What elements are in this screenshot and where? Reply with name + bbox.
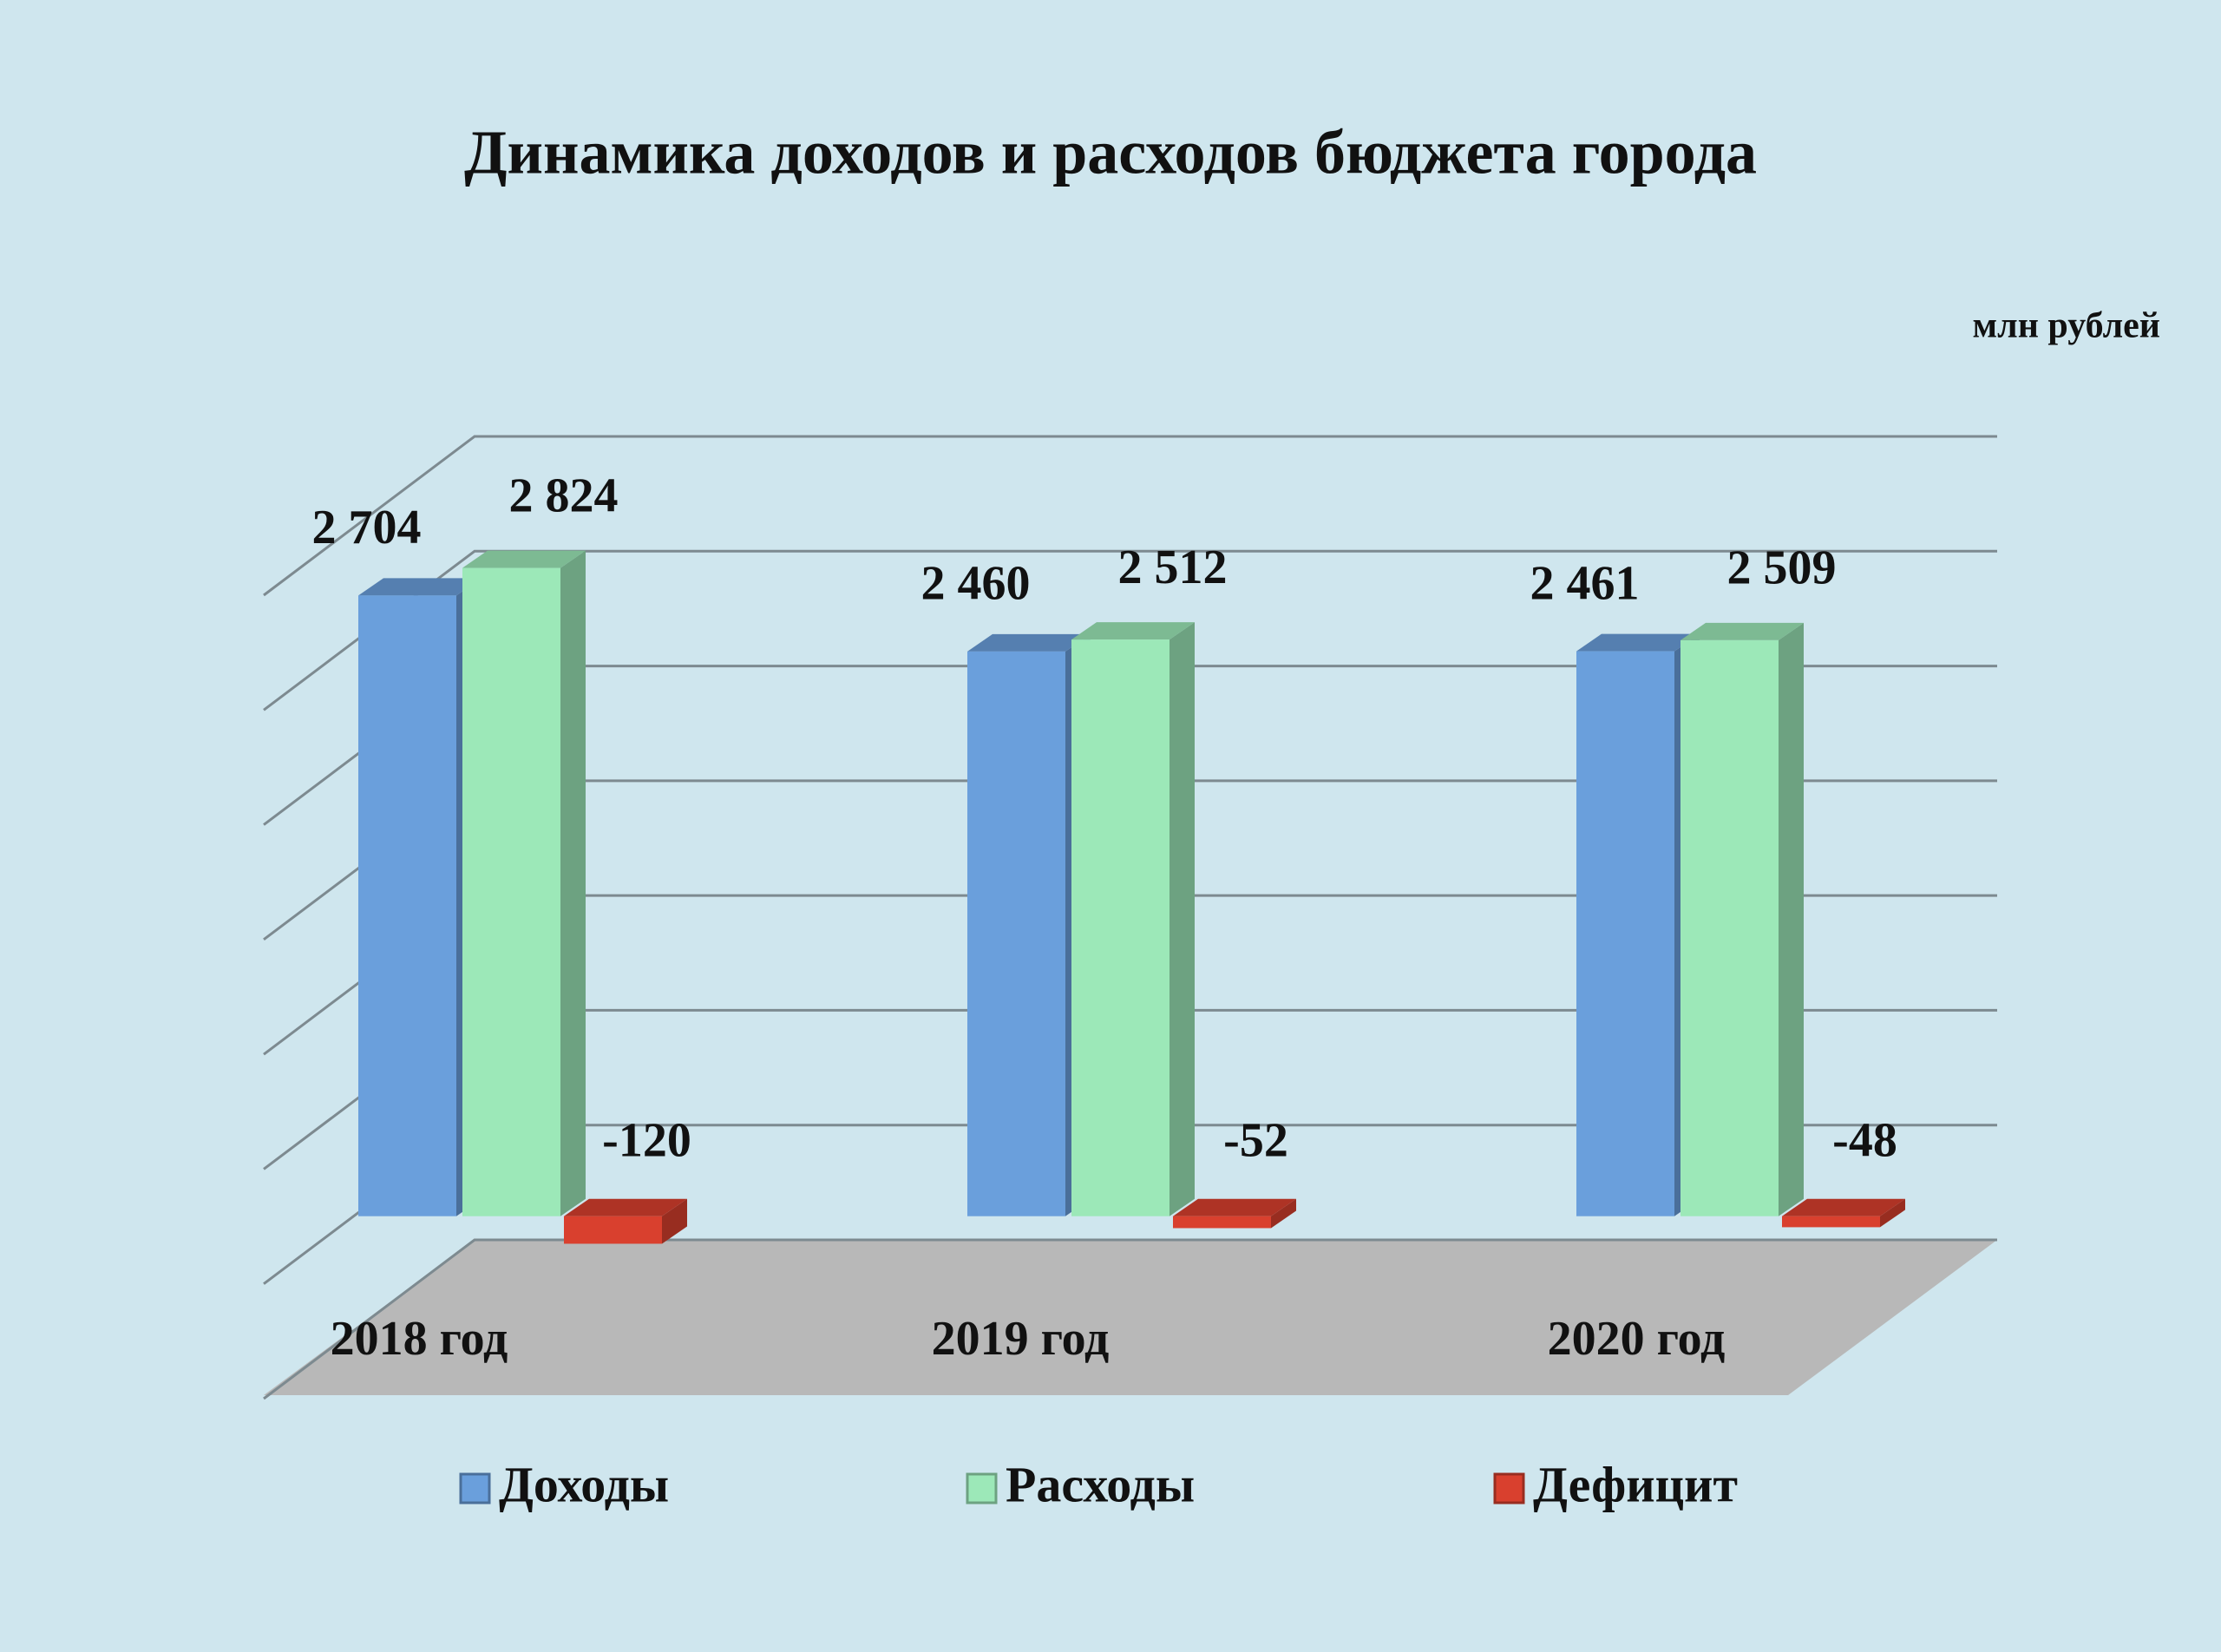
grid-line: [263, 549, 1997, 711]
value-label: -120: [602, 1114, 691, 1168]
bar: [1071, 639, 1169, 1216]
legend-label: Дефицит: [1533, 1456, 1738, 1512]
bar: [462, 567, 560, 1216]
bar: [358, 595, 456, 1216]
bar-side: [1880, 1198, 1905, 1228]
bar-side: [662, 1198, 687, 1244]
bar: [564, 1216, 662, 1244]
bar-top: [1680, 622, 1804, 640]
value-label: 2 460: [921, 557, 1031, 611]
bar-top: [1782, 1198, 1905, 1216]
bar: [1680, 639, 1779, 1216]
bar-top: [967, 633, 1091, 652]
legend-label: Расходы: [1006, 1456, 1195, 1512]
unit-label: млн рублей: [1973, 306, 2160, 346]
floor: [264, 1240, 1997, 1395]
chart-title: Динамика доходов и расходов бюджета горо…: [464, 118, 1757, 187]
legend-swatch: [966, 1472, 998, 1504]
value-label: 2 512: [1118, 541, 1228, 594]
bar-top: [1071, 622, 1195, 640]
x-tick-label: 2020 год: [1548, 1312, 1726, 1366]
bar-top: [462, 550, 586, 568]
x-tick-label: 2018 год: [331, 1312, 508, 1366]
bar: [967, 651, 1065, 1216]
bar-top: [1173, 1198, 1296, 1216]
legend-label: Доходы: [499, 1456, 669, 1512]
bar: [1782, 1216, 1880, 1228]
value-label: -52: [1223, 1114, 1288, 1168]
value-label: 2 824: [509, 469, 619, 522]
bar-top: [1576, 633, 1700, 652]
bar-side: [1169, 622, 1195, 1216]
x-tick-label: 2019 год: [932, 1312, 1110, 1366]
bar-side: [1779, 622, 1804, 1216]
bar-side: [1271, 1198, 1296, 1229]
value-label: 2 461: [1530, 556, 1640, 610]
value-label: 2 704: [312, 501, 422, 554]
value-label: -48: [1832, 1114, 1897, 1168]
legend-swatch: [1493, 1472, 1525, 1504]
legend-swatch: [459, 1472, 491, 1504]
grid-line: [263, 435, 1997, 597]
value-label: 2 509: [1727, 541, 1837, 595]
bar: [1576, 651, 1674, 1216]
bar-side: [560, 550, 586, 1216]
grid-line: [263, 1238, 1997, 1400]
bar: [1173, 1216, 1271, 1229]
bar-top: [358, 578, 482, 596]
bar-top: [564, 1198, 687, 1216]
